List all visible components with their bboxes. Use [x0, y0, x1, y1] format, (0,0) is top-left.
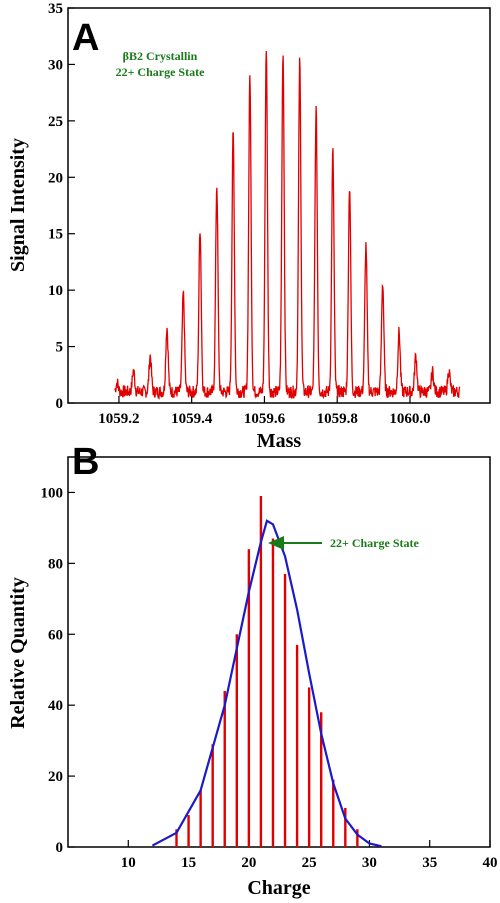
panel-b-y-tick-label: 0 [56, 840, 64, 856]
panel-b-x-tick-label: 25 [302, 855, 317, 871]
panel-a-annotation-line1: βB2 Crystallin [123, 49, 198, 63]
panel-b-bar [307, 687, 311, 847]
panel-a-x-tick-label: 1059.2 [98, 411, 139, 427]
panel-b-x-tick-label: 20 [241, 855, 256, 871]
panel-a-plot-frame [67, 7, 491, 404]
panel-b-y-axis-title: Relative Quantity [7, 577, 29, 729]
panel-b-bar [332, 779, 335, 847]
panel-b-bar [223, 691, 226, 847]
panel-b-y-axis: 0 20 40 60 80 100 [41, 485, 75, 856]
panel-b-bar [271, 538, 275, 847]
panel-b-bar [320, 712, 323, 847]
panel-b-y-tick-label: 80 [48, 556, 63, 572]
panel-a-y-tick-label: 20 [48, 170, 63, 186]
panel-a-x-tick-label: 1059.6 [244, 411, 286, 427]
panel-b-plot-frame [67, 456, 491, 848]
panel-b-fit-curve [151, 519, 382, 848]
panel-a-annotation-line2: 22+ Charge State [116, 65, 205, 79]
panel-a-y-axis-title: Signal Intensity [7, 138, 29, 272]
panel-b-x-tick-label: 15 [181, 855, 196, 871]
panel-a-y-tick-label: 30 [48, 57, 63, 73]
panel-b-x-axis: 10 15 20 25 30 35 40 [121, 840, 498, 871]
panel-b-bar [235, 634, 238, 847]
panel-b-bar [211, 744, 214, 847]
panel-a-spectrum-line [114, 50, 461, 401]
panel-a-y-tick-label: 10 [48, 283, 63, 299]
panel-b-y-tick-label: 20 [48, 769, 63, 785]
panel-a-y-tick-label: 5 [56, 340, 64, 356]
panel-b-annotation-arrow-head [268, 536, 284, 550]
panel-a-y-tick-label: 0 [56, 396, 64, 412]
panel-b-x-tick-label: 35 [422, 855, 437, 871]
panel-a-y-axis: 0 5 10 15 20 25 30 35 [48, 1, 75, 412]
panel-a-y-tick-label: 15 [48, 227, 63, 243]
panel-a-y-tick-label: 35 [48, 1, 63, 17]
panel-b-bar [187, 815, 190, 847]
panel-b-bar [356, 829, 359, 847]
panel-b-bar [283, 574, 287, 847]
panel-a-mass-spectrum: A βB2 Crystallin 22+ Charge State 0 5 10 15… [7, 1, 491, 452]
panel-b-annotation: 22+ Charge State [268, 536, 419, 550]
panel-b-bar [259, 496, 263, 847]
panel-b-bar [344, 808, 347, 847]
panel-b-x-tick-label: 30 [362, 855, 377, 871]
panel-b-charge-distribution: B 0 20 40 60 80 100 10 15 20 25 30 35 40 22+ Charge… [7, 441, 498, 899]
panel-b-x-tick-label: 10 [121, 855, 136, 871]
panel-b-bars [175, 496, 359, 847]
panel-b-bar [175, 829, 178, 847]
panel-b-x-axis-title: Charge [247, 877, 310, 899]
panel-a-x-axis-title: Mass [257, 430, 302, 452]
panel-a-y-tick-label: 25 [48, 114, 63, 130]
panel-b-y-tick-label: 100 [41, 485, 64, 501]
panel-a-x-axis: 1059.2 1059.4 1059.6 1059.8 1060.0 [98, 396, 431, 427]
panel-b-annotation-text: 22+ Charge State [330, 536, 419, 550]
panel-a-letter: A [72, 17, 99, 59]
panel-a-x-tick-label: 1059.8 [317, 411, 358, 427]
panel-b-bar [295, 644, 299, 847]
panel-b-bar [199, 790, 202, 847]
panel-b-x-tick-label: 40 [483, 855, 498, 871]
panel-a-x-tick-label: 1060.0 [389, 411, 430, 427]
panel-b-bar [247, 549, 251, 847]
panel-a-x-tick-label: 1059.4 [171, 411, 213, 427]
panel-b-letter: B [72, 441, 99, 483]
panel-b-y-tick-label: 40 [48, 698, 63, 714]
panel-b-y-tick-label: 60 [48, 627, 63, 643]
